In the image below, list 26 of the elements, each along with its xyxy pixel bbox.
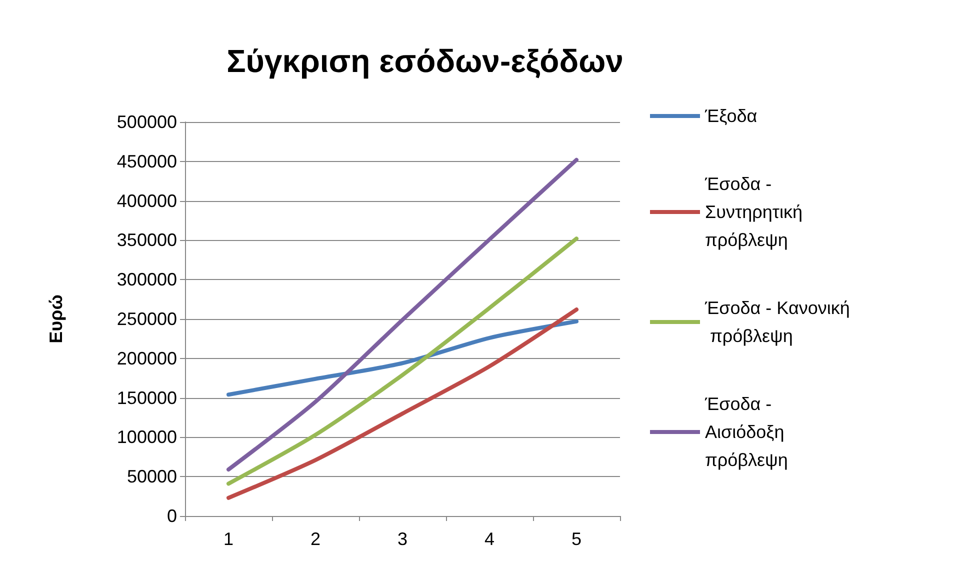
y-tick-label: 500000 <box>116 112 177 132</box>
x-tick-label: 1 <box>223 529 234 549</box>
x-tick-label: 3 <box>397 529 408 549</box>
y-tick-label: 400000 <box>116 190 177 211</box>
line-series <box>226 319 578 397</box>
y-tick-label: 250000 <box>116 309 177 329</box>
y-tick-label: 450000 <box>116 151 177 172</box>
y-tick-label: 0 <box>166 506 177 526</box>
y-tick-label: 50000 <box>126 466 177 487</box>
legend-label: Έξοδα <box>704 106 758 126</box>
y-tick-label: 100000 <box>116 427 177 448</box>
legend-label: Έσοδα - Συντηρητική πρόβλεψη <box>704 174 808 250</box>
x-tick-label: 5 <box>571 529 582 549</box>
y-tick-label: 150000 <box>116 388 177 408</box>
line-series <box>226 158 578 472</box>
x-tick-label: 2 <box>310 529 321 549</box>
chart-title: Σύγκριση εσόδων-εξόδων <box>226 43 624 79</box>
legend-label: Έσοδα - Κανονική πρόβλεψη <box>704 298 850 346</box>
legend-label: Έσοδα - Αισιόδοξη πρόβλεψη <box>704 394 790 470</box>
y-tick-label: 350000 <box>116 230 177 250</box>
y-tick-label: 300000 <box>116 270 177 290</box>
line-series <box>226 308 578 500</box>
x-tick-label: 4 <box>484 529 495 549</box>
y-axis-title: Ευρώ <box>46 294 66 344</box>
y-tick-label: 200000 <box>116 348 177 368</box>
line-series <box>226 236 578 486</box>
